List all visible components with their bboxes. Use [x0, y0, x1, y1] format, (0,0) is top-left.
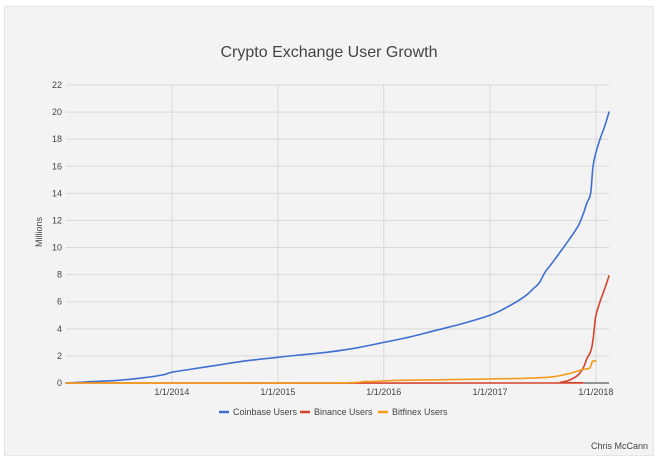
credit-text: Chris McCann	[591, 441, 648, 451]
y-tick-label: 22	[52, 80, 62, 90]
x-tick-label: 1/1/2018	[578, 387, 613, 397]
grid-lines	[66, 84, 609, 383]
y-tick-label: 14	[52, 188, 62, 198]
y-tick-label: 6	[57, 297, 62, 307]
series-line-bitfinex-users	[65, 360, 597, 384]
y-tick-label: 12	[52, 215, 62, 225]
x-tick-label: 1/1/2014	[154, 387, 189, 397]
legend-label-coinbase-users: Coinbase Users	[233, 407, 298, 417]
series-line-binance-users	[65, 275, 610, 384]
y-tick-label: 0	[57, 378, 62, 388]
legend-label-binance-users: Binance Users	[314, 407, 373, 417]
x-axis-ticks: 1/1/2014 1/1/2015 1/1/2016 1/1/2017 1/1/2018	[154, 387, 613, 397]
x-tick-label: 1/1/2017	[472, 387, 507, 397]
x-tick-label: 1/1/2016	[366, 387, 401, 397]
y-tick-label: 10	[52, 243, 62, 253]
y-axis-ticks: 0 2 4 6 8 10 12 14 16 18 20 22	[52, 80, 62, 388]
series-line-coinbase-users	[65, 111, 610, 384]
y-tick-label: 4	[57, 324, 62, 334]
y-tick-label: 8	[57, 270, 62, 280]
y-axis-label: Millions	[34, 217, 44, 248]
y-tick-label: 18	[52, 134, 62, 144]
y-tick-label: 20	[52, 107, 62, 117]
legend: Coinbase Users Binance Users Bitfinex User…	[219, 407, 448, 417]
y-tick-label: 16	[52, 161, 62, 171]
chart-title: Crypto Exchange User Growth	[221, 44, 438, 61]
x-tick-label: 1/1/2015	[260, 387, 295, 397]
y-tick-label: 2	[57, 351, 62, 361]
legend-label-bitfinex-users: Bitfinex Users	[392, 407, 448, 417]
series-lines	[65, 111, 610, 384]
